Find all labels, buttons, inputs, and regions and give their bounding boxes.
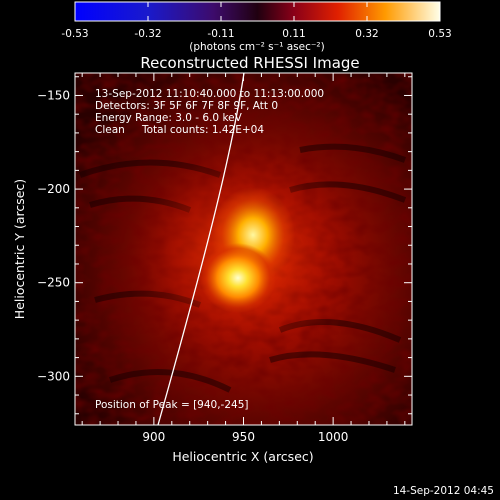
colorbar-tick-label: 0.32: [355, 28, 378, 40]
y-tick-label: −300: [37, 369, 70, 383]
annotation-method: Clean: [95, 124, 125, 136]
x-axis-label: Heliocentric X (arcsec): [172, 449, 313, 464]
colorbar-tick-label: -0.11: [207, 28, 234, 40]
source-peak: [200, 243, 276, 313]
colorbar-gradient: [74, 1, 441, 22]
y-tick-label: −250: [37, 276, 70, 290]
x-tick-label: 900: [142, 430, 165, 444]
rhessi-image: [75, 73, 412, 425]
annotation-time-range: 13-Sep-2012 11:10:40.000 to 11:13:00.000: [95, 88, 324, 100]
colorbar-tick-label: -0.32: [134, 28, 161, 40]
axis-ticks: [75, 73, 412, 425]
colorbar-tick-label: 0.11: [282, 28, 305, 40]
x-tick-label: 950: [232, 430, 255, 444]
annotation-counts: Total counts: 1.42E+04: [141, 124, 264, 136]
annotation-energy: Energy Range: 3.0 - 6.0 keV: [95, 112, 243, 124]
colorbar: -0.53 -0.32 -0.11 0.11 0.32 0.53 (photons cm⁻…: [61, 1, 452, 53]
y-tick-label: −150: [37, 88, 70, 102]
y-tick-label: −200: [37, 182, 70, 196]
annotation-detectors: Detectors: 3F 5F 6F 7F 8F 9F, Att 0: [95, 100, 278, 112]
axis-tick-labels: 900 950 1000 −150 −200 −250 −300: [37, 88, 348, 444]
solar-limb: [157, 73, 245, 425]
x-tick-label: 1000: [318, 430, 349, 444]
colorbar-ticks: -0.53 -0.32 -0.11 0.11 0.32 0.53: [61, 2, 452, 40]
y-axis-label: Heliocentric Y (arcsec): [12, 179, 27, 319]
colorbar-units: (photons cm⁻² s⁻¹ asec⁻²): [189, 41, 324, 53]
annotations: 13-Sep-2012 11:10:40.000 to 11:13:00.000…: [95, 88, 324, 411]
annotation-peak: Position of Peak = [940,-245]: [95, 399, 249, 411]
footer-timestamp: 14-Sep-2012 04:45: [393, 485, 494, 497]
colorbar-tick-label: 0.53: [428, 28, 451, 40]
plot-title: Reconstructed RHESSI Image: [140, 54, 359, 72]
colorbar-tick-label: -0.53: [61, 28, 88, 40]
